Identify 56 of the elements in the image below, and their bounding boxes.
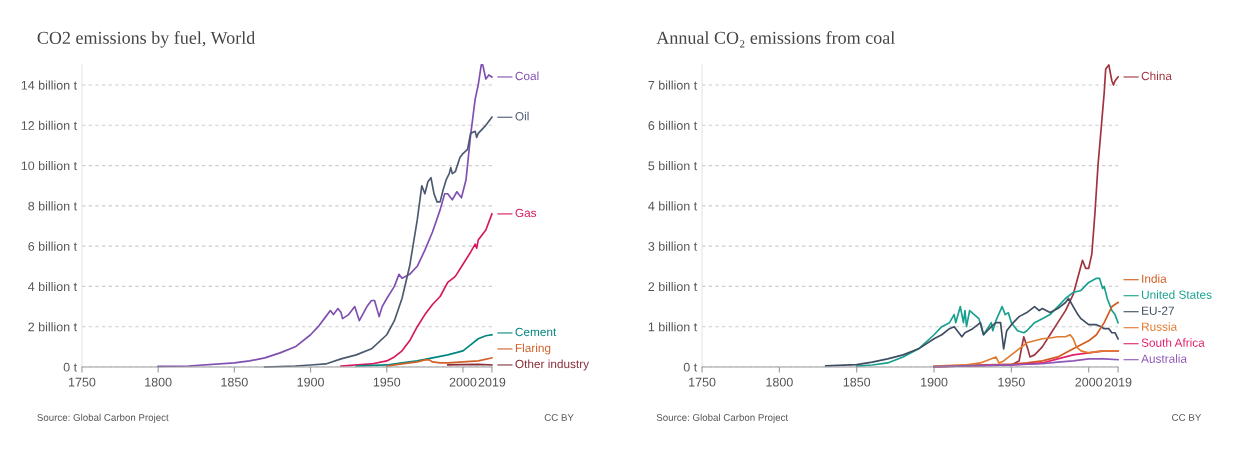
legend-label: Oil (515, 111, 529, 121)
line-series (157, 64, 493, 368)
source-note: Source: Global Carbon Project (37, 413, 169, 423)
x-tick-label: 2019 (478, 377, 506, 387)
source-note: Source: Global Carbon Project (656, 413, 789, 423)
y-tick-label: 4 billion t (28, 281, 77, 292)
y-tick-label: 14 billion t (21, 80, 77, 90)
legend-label: EU-27 (1142, 306, 1174, 315)
legend-label: South Africa (1141, 338, 1205, 347)
legend-label: Other industry (515, 359, 590, 371)
y-tick-label: 6 billion t (648, 120, 698, 130)
x-tick-label: 2000 (1075, 377, 1103, 387)
y-tick-label: 6 billion t (28, 241, 77, 251)
y-tick-label: 12 billion t (21, 120, 77, 130)
x-tick-label: 2000 (449, 377, 477, 387)
legend-label: Coal (515, 71, 539, 81)
legend-label: Cement (515, 327, 557, 337)
y-tick-label: 8 billion t (28, 201, 77, 211)
y-tick-label: 7 billion t (648, 80, 698, 90)
chart-title: CO2 emissions by fuel, World (37, 31, 256, 48)
legend-label: Russia (1142, 322, 1178, 331)
y-tick-label: 3 billion t (648, 241, 698, 251)
legend-label: Gas (515, 208, 537, 218)
x-tick-label: 2019 (1104, 377, 1132, 387)
legend-label: United States (1142, 290, 1212, 299)
x-tick-label: 1950 (998, 377, 1025, 387)
text: CC BY (1172, 414, 1202, 421)
y-tick-label: 4 billion t (648, 201, 698, 211)
legend-label: India (1142, 274, 1167, 283)
y-tick-label: 10 billion t (21, 161, 77, 171)
y-tick-label: 2 billion t (648, 281, 698, 292)
x-tick-label: 1850 (843, 377, 871, 387)
legend-label: China (1141, 71, 1172, 81)
legend-label: Flaring (515, 343, 551, 355)
x-tick-label: 1800 (145, 377, 172, 387)
line-series (933, 333, 1119, 368)
x-tick-label: 1850 (221, 377, 248, 387)
y-tick-label: 5 billion t (648, 161, 698, 171)
y-tick-label: 0 t (683, 362, 698, 372)
y-tick-label: 0 t (63, 362, 77, 372)
line-series (385, 357, 493, 367)
legend-label: Australia (1141, 354, 1188, 363)
text: CC BY (544, 414, 574, 421)
x-tick-label: 1900 (921, 377, 948, 387)
x-tick-label: 1750 (69, 377, 96, 387)
x-tick-label: 1800 (766, 377, 793, 387)
line-series (824, 297, 1119, 367)
line-series (340, 213, 493, 367)
line-series (855, 277, 1119, 368)
y-tick-label: 1 billion t (648, 322, 698, 332)
y-tick-label: 2 billion t (28, 322, 77, 332)
line-series (355, 333, 493, 367)
x-tick-label: 1950 (373, 377, 401, 387)
x-tick-label: 1900 (297, 377, 324, 387)
chart-title: Annual CO₂ emissions from coal (656, 31, 895, 48)
x-tick-label: 1750 (689, 377, 716, 387)
